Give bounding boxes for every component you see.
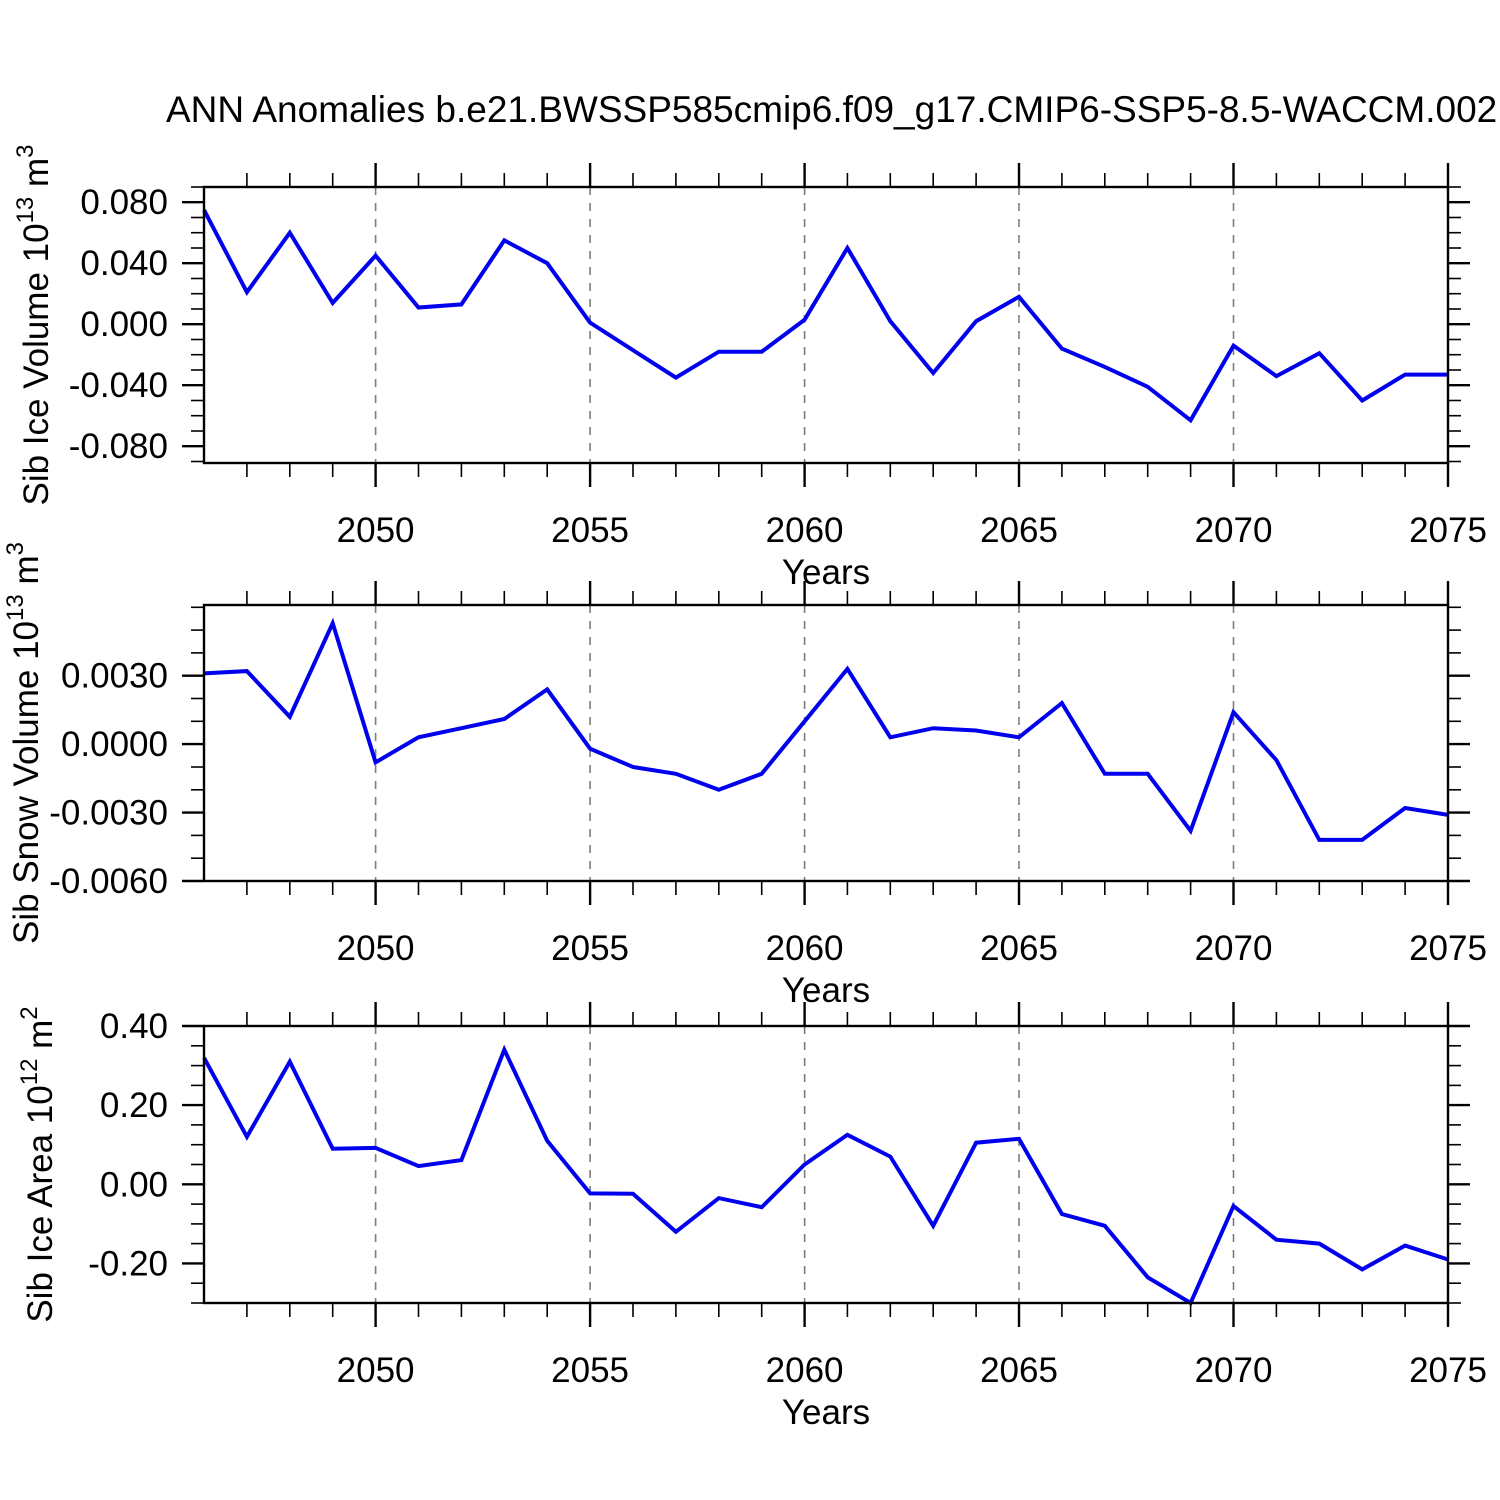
y-tick-label: 0.040 [80, 244, 168, 283]
x-tick-label-2060: 2060 [766, 1351, 844, 1390]
x-axis-title: Years [782, 1393, 870, 1432]
x-tick-label-2070: 2070 [1195, 929, 1273, 968]
x-tick-label-2065: 2065 [980, 929, 1058, 968]
x-tick-label-2055: 2055 [551, 511, 629, 550]
x-tick-label-2065: 2065 [980, 1351, 1058, 1390]
x-tick-label-2055: 2055 [551, 1351, 629, 1390]
panel-sib-ice-area: 0.40 0.20 0.00 -0.20 2050 2055 2060 2065 2070 207… [16, 1002, 1487, 1432]
x-tick-label-2075: 2075 [1409, 1351, 1487, 1390]
y-tick-label: 0.0030 [61, 657, 168, 696]
y-tick-label: -0.040 [69, 366, 168, 405]
y-tick-label: -0.0030 [49, 794, 168, 833]
sib-ice-volume-frame [202, 185, 1450, 465]
y-axis-title: Sib Ice Area 1012 m2 [16, 1006, 60, 1322]
y-tick-label: 0.40 [100, 1007, 168, 1046]
x-tick-label-2065: 2065 [980, 511, 1058, 550]
sib-snow-volume-series-line [203, 617, 1449, 842]
x-axis-title: Years [782, 553, 870, 592]
y-axis-title: Sib Ice Volume 1013 m3 [12, 144, 56, 505]
sib-ice-volume-series-line [202, 208, 1448, 424]
y-tick-label: -0.0060 [49, 862, 168, 901]
x-tick-label-2060: 2060 [766, 511, 844, 550]
panel-sib-snow-volume: 0.0030 0.0000 -0.0030 -0.0060 2050 2055 2060 20… [2, 542, 1487, 1010]
x-tick-label-2050: 2050 [337, 1351, 415, 1390]
x-axis-title: Years [782, 971, 870, 1010]
y-tick-label: 0.0000 [61, 725, 168, 764]
sib-ice-area-series-line [202, 1044, 1449, 1306]
x-tick-label-2060: 2060 [766, 929, 844, 968]
y-tick-label: 0.000 [80, 305, 168, 344]
x-tick-label-2070: 2070 [1195, 511, 1273, 550]
x-tick-label-2075: 2075 [1409, 929, 1487, 968]
x-tick-label-2050: 2050 [337, 511, 415, 550]
y-tick-label: 0.20 [100, 1086, 168, 1125]
y-tick-label: -0.20 [88, 1244, 168, 1283]
y-axis-title: Sib Snow Volume 1013 m3 [2, 542, 46, 944]
panel-sib-ice-volume: 0.080 0.040 0.000 -0.040 -0.080 2050 2055 2060 2… [12, 144, 1487, 592]
sib-ice-area-frame [202, 1024, 1450, 1305]
y-tick-label: 0.00 [100, 1165, 168, 1204]
y-tick-label: -0.080 [69, 427, 168, 466]
figure-title: ANN Anomalies b.e21.BWSSP585cmip6.f09_g1… [166, 89, 1498, 130]
x-tick-label-2070: 2070 [1195, 1351, 1273, 1390]
x-tick-label-2055: 2055 [551, 929, 629, 968]
x-tick-label-2075: 2075 [1409, 511, 1487, 550]
y-tick-label: 0.080 [80, 183, 168, 222]
x-tick-label-2050: 2050 [337, 929, 415, 968]
